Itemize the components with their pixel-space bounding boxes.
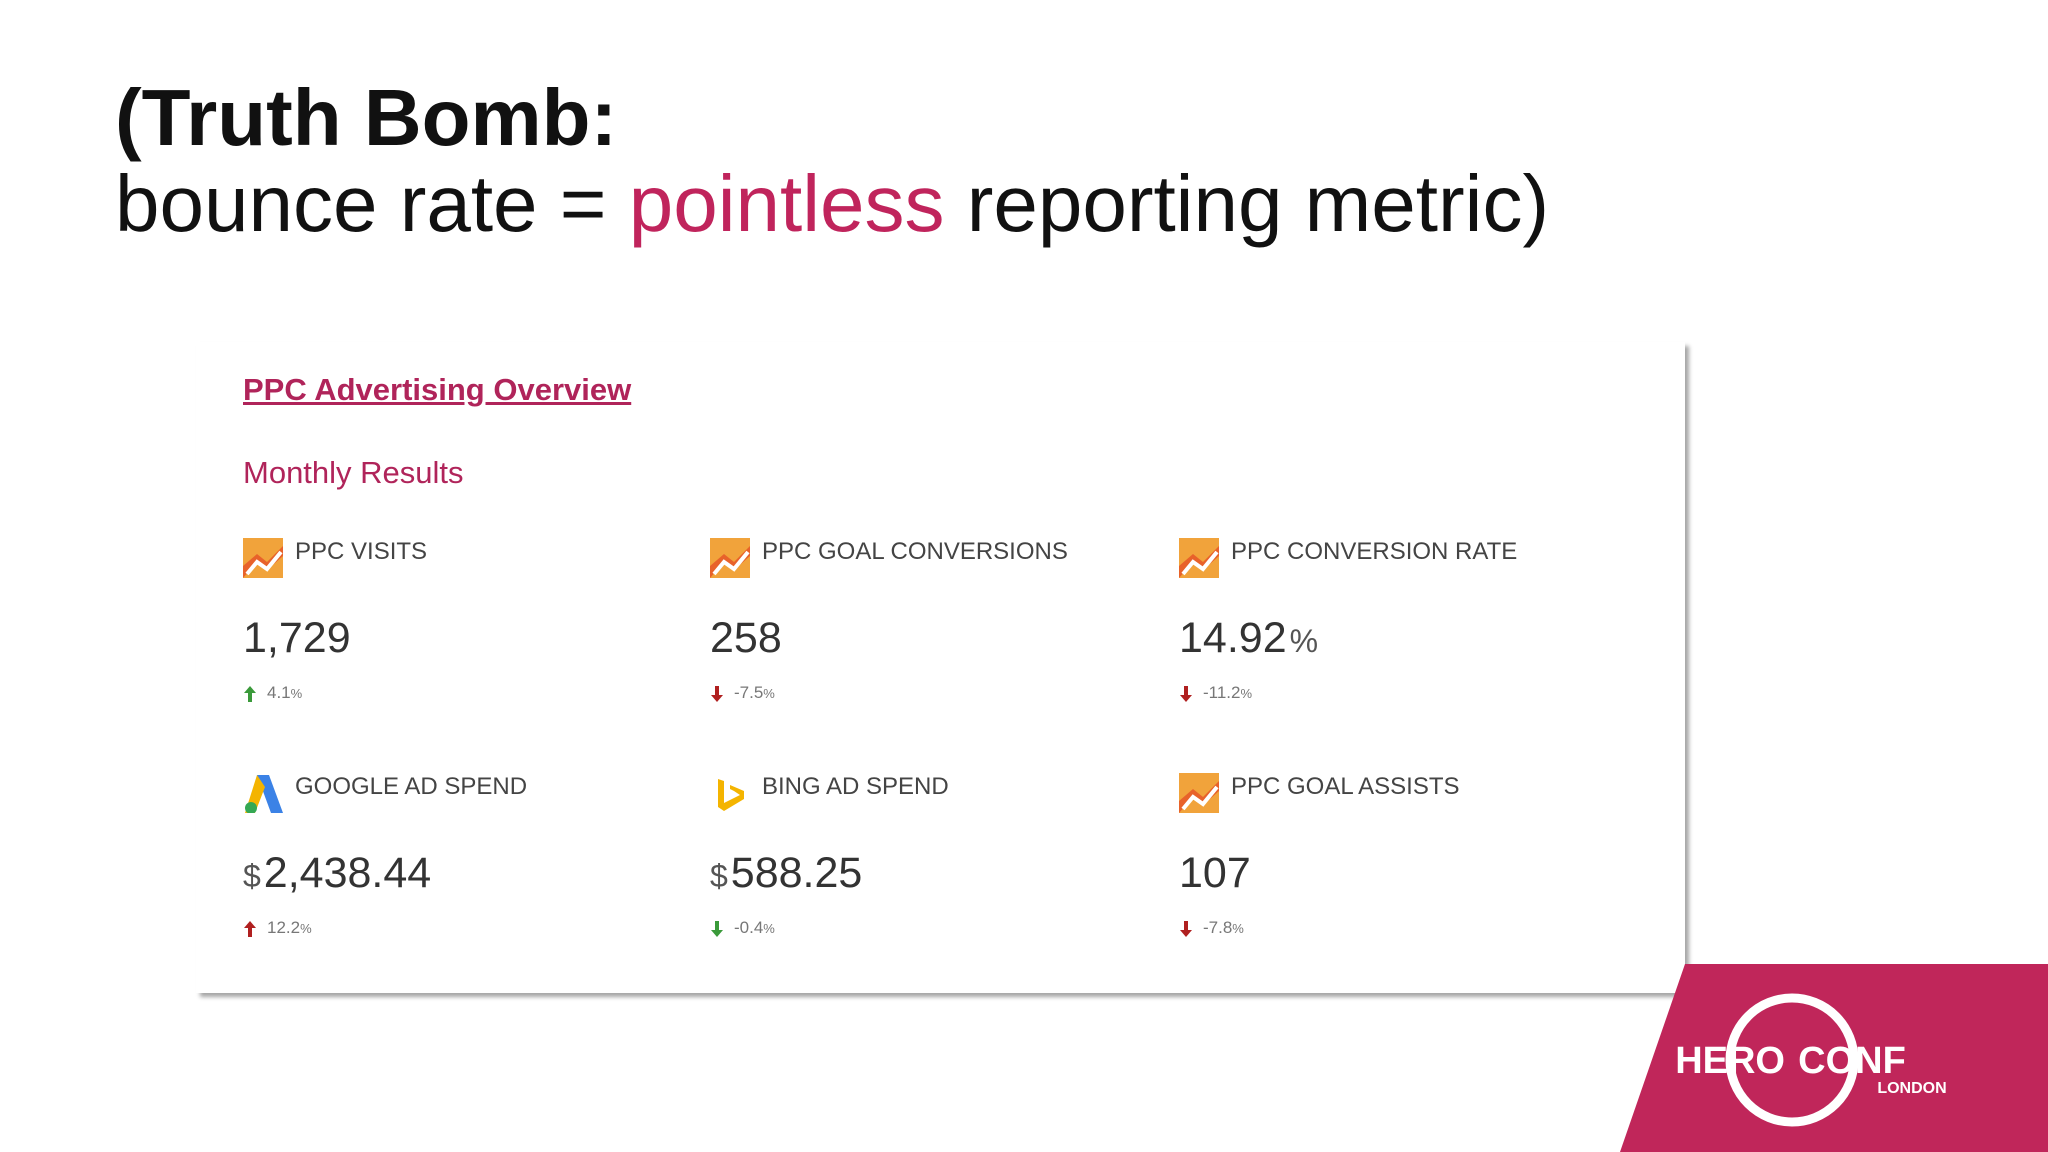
metric-label: PPC GOAL CONVERSIONS [762,538,1068,565]
trend-arrow [244,685,256,702]
change-text: -11.2 [1203,683,1241,702]
metric-change: -0.4% [710,918,775,938]
logo-hero: HERO [1675,1040,1785,1082]
title-text: reporting metric) [944,159,1550,248]
change-unit: % [300,921,312,936]
value-text: 258 [710,614,782,662]
change-text: -7.5 [734,683,764,702]
dashboard-subtitle: Monthly Results [243,455,464,490]
metric-label: PPC GOAL ASSISTS [1231,773,1460,800]
change-unit: % [763,686,775,701]
value-text: 588.25 [730,849,863,897]
metric-value: 1,729 [243,614,351,663]
slide-title: (Truth Bomb: [115,73,618,162]
dashboard-card: PPC Advertising Overview Monthly Results… [196,342,1685,993]
trend-arrow [1180,685,1192,702]
value-text: 107 [1179,849,1251,897]
trend-arrow [711,920,723,937]
title-highlight: pointless [628,159,945,248]
trend-arrow [244,920,256,937]
metric-icon [1179,773,1219,813]
value-prefix: $ [710,858,728,894]
change-text: 4.1 [267,683,291,702]
metric-change: -11.2% [1179,683,1252,703]
metric-value: 258 [710,614,782,663]
metric-icon [1179,538,1219,578]
metric-change: -7.8% [1179,918,1244,938]
logo-city: LONDON [1877,1080,1946,1097]
change-text: 12.2 [267,918,301,937]
trend-arrow [711,685,723,702]
slide-subtitle: bounce rate = pointless reporting metric… [115,158,1549,250]
value-text: 14.92 [1179,614,1287,662]
change-unit: % [1232,921,1244,936]
metric-change: -7.5% [710,683,775,703]
value-text: 1,729 [243,614,351,662]
title-text: bounce rate = [115,159,629,248]
change-unit: % [763,921,775,936]
metric-change: 4.1% [243,683,302,703]
metric-label: GOOGLE AD SPEND [295,773,528,800]
metric-value: $588.25 [710,849,862,898]
logo-ring [1725,993,1859,1127]
trend-arrow [1180,920,1192,937]
metric-icon [245,775,283,813]
metric-label: PPC VISITS [295,538,428,565]
change-text: -7.8 [1203,918,1233,937]
metric-value: 107 [1179,849,1251,898]
metric-value: 14.92% [1179,614,1318,663]
metric-icon [243,538,283,578]
value-text: 2,438.44 [263,849,432,897]
value-prefix: $ [243,858,261,894]
metric-label: PPC CONVERSION RATE [1231,538,1518,565]
metric-change: 12.2% [243,918,312,938]
value-unit: % [1289,623,1319,659]
metric-label: BING AD SPEND [762,773,949,800]
change-unit: % [1240,686,1253,701]
metric-icon [710,538,750,578]
logo-conf: CONF [1798,1040,1906,1082]
metric-value: $2,438.44 [243,849,431,898]
metric-icon [718,779,744,811]
dashboard-title[interactable]: PPC Advertising Overview [243,372,632,407]
change-text: -0.4 [734,918,764,937]
change-unit: % [290,686,303,701]
